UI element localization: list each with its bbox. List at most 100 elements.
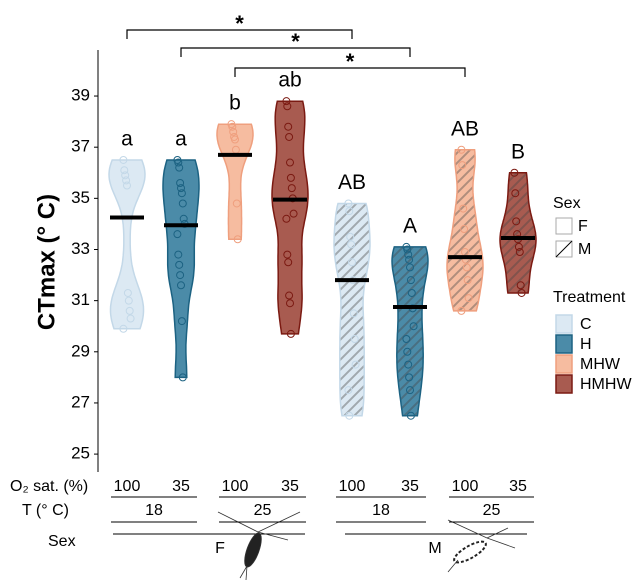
violin (446, 148, 484, 312)
group-letter: A (403, 214, 417, 237)
data-point (409, 322, 418, 331)
data-point (122, 176, 131, 185)
group-letter: B (511, 140, 525, 163)
data-point (406, 263, 414, 272)
group-letter: b (229, 92, 241, 115)
data-point (286, 158, 294, 167)
data-point (464, 294, 473, 303)
data-point (175, 163, 184, 172)
y-tick-label: 37 (71, 137, 90, 156)
legend-swatch (555, 374, 573, 394)
legend-label: M (578, 241, 591, 258)
temp-row-label: T (° C) (22, 502, 69, 519)
violin (499, 172, 537, 294)
data-point (283, 250, 292, 259)
data-point (282, 97, 291, 106)
data-point (459, 204, 468, 213)
violin (333, 202, 371, 417)
data-point (123, 181, 131, 190)
data-point (516, 281, 525, 290)
data-point (514, 242, 523, 251)
o2-row-label: O₂ sat. (%) (10, 478, 88, 495)
group-letter: AB (451, 117, 479, 140)
data-point (406, 386, 414, 395)
violin (391, 246, 429, 417)
o2-label: 100 (339, 478, 366, 495)
violin (162, 159, 200, 379)
data-point (406, 411, 415, 420)
data-point (178, 199, 187, 208)
group-letter: a (121, 128, 133, 151)
o2-label: 35 (172, 478, 190, 495)
data-point (284, 122, 293, 131)
y-axis-label: CTmax (° C) (33, 194, 60, 330)
data-point (125, 306, 134, 315)
legend-swatch (555, 354, 573, 374)
y-tick-label: 35 (71, 188, 90, 207)
group-letter: AB (338, 171, 366, 194)
data-point (177, 281, 185, 290)
o2-label: 100 (452, 478, 479, 495)
data-point (285, 132, 294, 141)
data-point (176, 271, 185, 280)
data-point (345, 207, 354, 216)
data-point (344, 386, 353, 395)
y-tick-label: 25 (71, 444, 90, 463)
legend-title: Sex (553, 195, 581, 212)
data-point (344, 199, 353, 208)
data-point (173, 230, 182, 239)
legend-swatch (555, 217, 573, 235)
data-point (460, 225, 469, 234)
data-point (511, 189, 520, 198)
data-point (457, 306, 466, 315)
o2-label: 35 (509, 478, 527, 495)
data-point (512, 217, 521, 226)
data-point (407, 288, 416, 297)
o2-label: 35 (281, 478, 299, 495)
sex-row-label: Sex (48, 533, 76, 550)
data-point (229, 127, 238, 136)
data-point (346, 232, 355, 241)
data-point (119, 155, 128, 164)
data-point (345, 411, 354, 420)
copepod-icon (447, 519, 516, 573)
legend-label: F (578, 218, 588, 235)
data-point (462, 263, 471, 272)
data-point (124, 296, 133, 305)
data-point (510, 168, 519, 177)
data-point (179, 214, 188, 223)
data-point (283, 102, 292, 111)
o2-label: 35 (401, 478, 419, 495)
data-point (350, 335, 359, 344)
data-point (174, 158, 183, 167)
significance-bracket (126, 29, 353, 39)
data-point (119, 324, 128, 333)
data-point (517, 288, 526, 297)
temp-label: 25 (254, 502, 272, 519)
data-point (177, 184, 185, 193)
temp-label: 18 (372, 502, 390, 519)
sex-label: F (215, 540, 225, 557)
legend-swatch (555, 334, 573, 354)
data-point (284, 258, 293, 267)
data-point (282, 214, 291, 223)
data-point (228, 122, 237, 131)
data-point (404, 250, 413, 259)
data-point (232, 199, 241, 208)
data-point (233, 235, 242, 244)
legend-label: C (580, 316, 592, 333)
data-point (406, 276, 415, 285)
data-point (458, 161, 467, 170)
significance-bracket (180, 47, 411, 57)
data-point (121, 171, 130, 180)
y-tick-label: 33 (71, 239, 90, 258)
legend-label: H (580, 336, 592, 353)
legend-label: HMHW (580, 376, 632, 393)
data-point (176, 178, 185, 187)
sex-label: M (428, 540, 441, 557)
legend-swatch (555, 314, 573, 334)
data-point (457, 145, 466, 154)
data-point (348, 258, 356, 267)
legend-label: MHW (580, 356, 621, 373)
